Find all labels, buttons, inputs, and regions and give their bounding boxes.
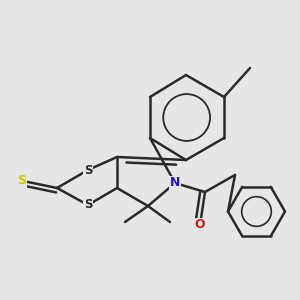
Text: S: S	[17, 174, 26, 187]
Text: N: N	[170, 176, 180, 190]
Text: S: S	[84, 164, 92, 176]
Text: S: S	[84, 199, 92, 212]
Text: O: O	[195, 218, 205, 232]
